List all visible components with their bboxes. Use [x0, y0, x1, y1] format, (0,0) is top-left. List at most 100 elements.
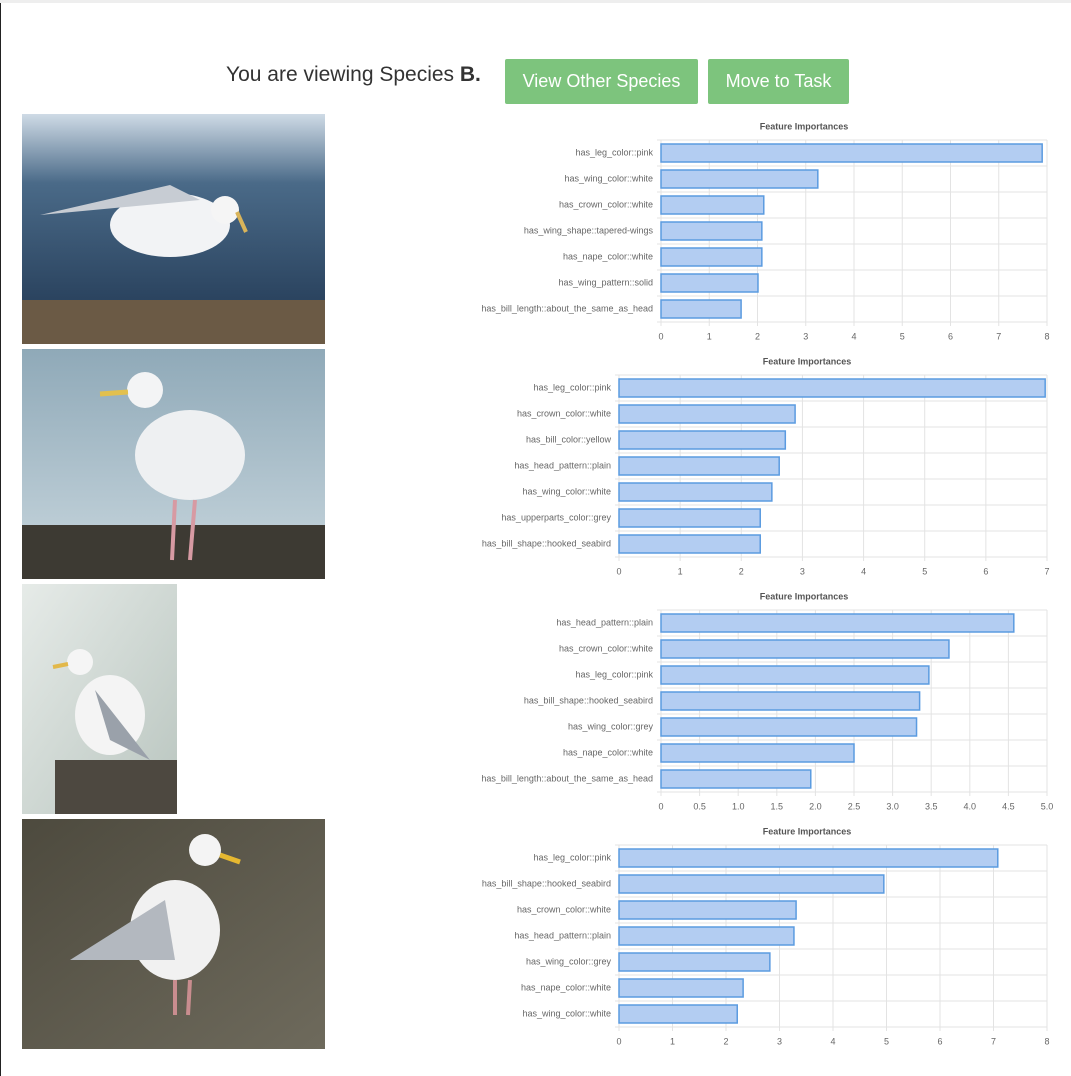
bar [619, 457, 779, 475]
bar [661, 614, 1014, 632]
y-tick-label: has_crown_color::white [559, 643, 653, 653]
x-tick-label: 1 [678, 566, 683, 576]
y-tick-label: has_nape_color::white [563, 251, 653, 261]
bar [619, 535, 760, 553]
y-tick-label: has_head_pattern::plain [556, 617, 653, 627]
bar [619, 405, 795, 423]
bird-photo [22, 349, 325, 579]
x-tick-label: 1.5 [771, 801, 784, 811]
bar [619, 431, 785, 449]
x-tick-label: 0 [658, 331, 663, 341]
chart-title: Feature Importances [760, 591, 849, 601]
y-tick-label: has_crown_color::white [517, 408, 611, 418]
bar [619, 875, 884, 893]
x-tick-label: 8 [1044, 331, 1049, 341]
bird-photo [22, 584, 177, 814]
y-tick-label: has_bill_length::about_the_same_as_head [481, 773, 653, 783]
y-tick-label: has_wing_color::white [522, 486, 611, 496]
y-tick-label: has_wing_color::grey [526, 956, 612, 966]
y-tick-label: has_wing_color::white [522, 1008, 611, 1018]
x-tick-label: 2 [739, 566, 744, 576]
bar [661, 640, 949, 658]
x-tick-label: 1 [670, 1036, 675, 1046]
y-tick-label: has_bill_length::about_the_same_as_head [481, 303, 653, 313]
bar [619, 1005, 737, 1023]
x-tick-label: 4.0 [964, 801, 977, 811]
y-tick-label: has_wing_color::grey [568, 721, 654, 731]
y-tick-label: has_leg_color::pink [533, 852, 611, 862]
x-tick-label: 4.5 [1002, 801, 1015, 811]
y-tick-label: has_upperparts_color::grey [501, 512, 611, 522]
bar [661, 666, 929, 684]
bar [619, 901, 796, 919]
bar [619, 509, 760, 527]
x-tick-label: 7 [1044, 566, 1049, 576]
y-tick-label: has_leg_color::pink [575, 669, 653, 679]
x-tick-label: 0.5 [693, 801, 706, 811]
x-tick-label: 7 [991, 1036, 996, 1046]
x-tick-label: 3 [803, 331, 808, 341]
y-tick-label: has_head_pattern::plain [514, 460, 611, 470]
bar [619, 927, 794, 945]
x-tick-label: 5 [884, 1036, 889, 1046]
x-tick-label: 0 [658, 801, 663, 811]
bar [619, 849, 998, 867]
x-tick-label: 1.0 [732, 801, 745, 811]
x-tick-label: 6 [948, 331, 953, 341]
bar [619, 379, 1045, 397]
bar [661, 300, 741, 318]
x-tick-label: 4 [830, 1036, 835, 1046]
bar [619, 483, 772, 501]
y-tick-label: has_bill_shape::hooked_seabird [524, 695, 653, 705]
page: You are viewing Species B. View Other Sp… [0, 0, 1071, 1076]
x-tick-label: 2.0 [809, 801, 822, 811]
x-tick-label: 5 [922, 566, 927, 576]
x-tick-label: 4 [851, 331, 856, 341]
x-tick-label: 7 [996, 331, 1001, 341]
bar [661, 248, 762, 266]
bird-photo [22, 819, 325, 1049]
x-tick-label: 3 [777, 1036, 782, 1046]
y-tick-label: has_nape_color::white [563, 747, 653, 757]
chart-title: Feature Importances [763, 826, 852, 836]
bar [661, 274, 758, 292]
y-tick-label: has_leg_color::pink [575, 147, 653, 157]
bar [661, 718, 917, 736]
y-tick-label: has_wing_pattern::solid [558, 277, 653, 287]
y-tick-label: has_wing_color::white [564, 173, 653, 183]
x-tick-label: 0 [616, 566, 621, 576]
x-tick-label: 6 [937, 1036, 942, 1046]
x-tick-label: 5.0 [1041, 801, 1054, 811]
chart-title: Feature Importances [763, 356, 852, 366]
x-tick-label: 3 [800, 566, 805, 576]
y-tick-label: has_bill_shape::hooked_seabird [482, 878, 611, 888]
x-tick-label: 3.0 [886, 801, 899, 811]
x-tick-label: 2.5 [848, 801, 861, 811]
x-tick-label: 2 [755, 331, 760, 341]
x-tick-label: 5 [900, 331, 905, 341]
x-tick-label: 1 [707, 331, 712, 341]
y-tick-label: has_head_pattern::plain [514, 930, 611, 940]
x-tick-label: 4 [861, 566, 866, 576]
x-tick-label: 6 [983, 566, 988, 576]
x-tick-label: 2 [723, 1036, 728, 1046]
y-tick-label: has_nape_color::white [521, 982, 611, 992]
bar [661, 196, 764, 214]
bar [661, 744, 854, 762]
bar [661, 222, 762, 240]
x-tick-label: 3.5 [925, 801, 938, 811]
y-tick-label: has_crown_color::white [517, 904, 611, 914]
bar [661, 144, 1042, 162]
y-tick-label: has_crown_color::white [559, 199, 653, 209]
chart-title: Feature Importances [760, 121, 849, 131]
bar [661, 170, 818, 188]
y-tick-label: has_bill_color::yellow [526, 434, 612, 444]
bar [661, 770, 811, 788]
bar [661, 692, 920, 710]
y-tick-label: has_bill_shape::hooked_seabird [482, 538, 611, 548]
bar [619, 953, 770, 971]
y-tick-label: has_leg_color::pink [533, 382, 611, 392]
bird-photo [22, 114, 325, 344]
charts: Feature Importances 0 1 2 3 4 5 6 7 8 has_leg_colo… [0, 0, 1071, 1076]
x-tick-label: 0 [616, 1036, 621, 1046]
